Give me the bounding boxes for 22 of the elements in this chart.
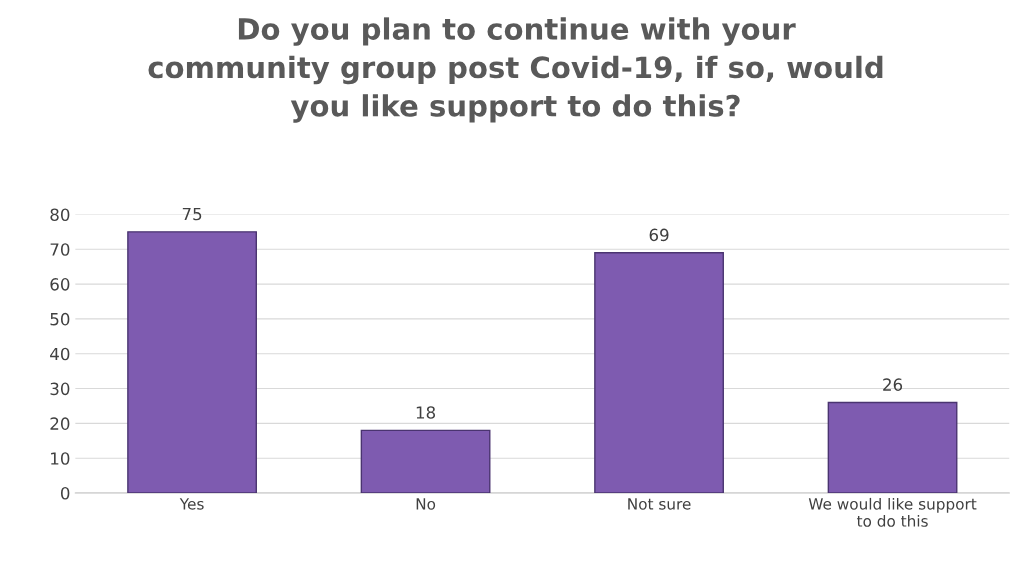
data-label: 26 [883,378,903,391]
y-tick-label: 10 [51,452,70,465]
x-tick-label: Not sure [628,498,691,510]
y-tick-label: 40 [50,347,70,361]
bar [127,231,257,494]
y-tick-label: 0 [60,487,70,500]
x-tick-label: No [416,498,436,510]
y-tick-label: 60 [50,278,70,291]
chart-title: Do you plan to continue with your community group post Covid-19, if so, would you like support to do this? [148,17,883,123]
bar [360,429,491,494]
data-label: 75 [182,207,202,221]
y-tick-label: 70 [50,243,70,256]
y-tick-label: 30 [50,382,70,396]
y-tick-label: 20 [50,417,70,430]
data-label: 18 [416,406,436,419]
bar [594,252,724,494]
x-tick-label: Yes [179,498,204,510]
bar [827,401,958,494]
data-label: 69 [649,228,669,242]
y-tick-label: 50 [50,312,70,326]
x-tick-label: We would like support to do this [808,497,977,527]
y-tick-label: 80 [50,208,70,222]
